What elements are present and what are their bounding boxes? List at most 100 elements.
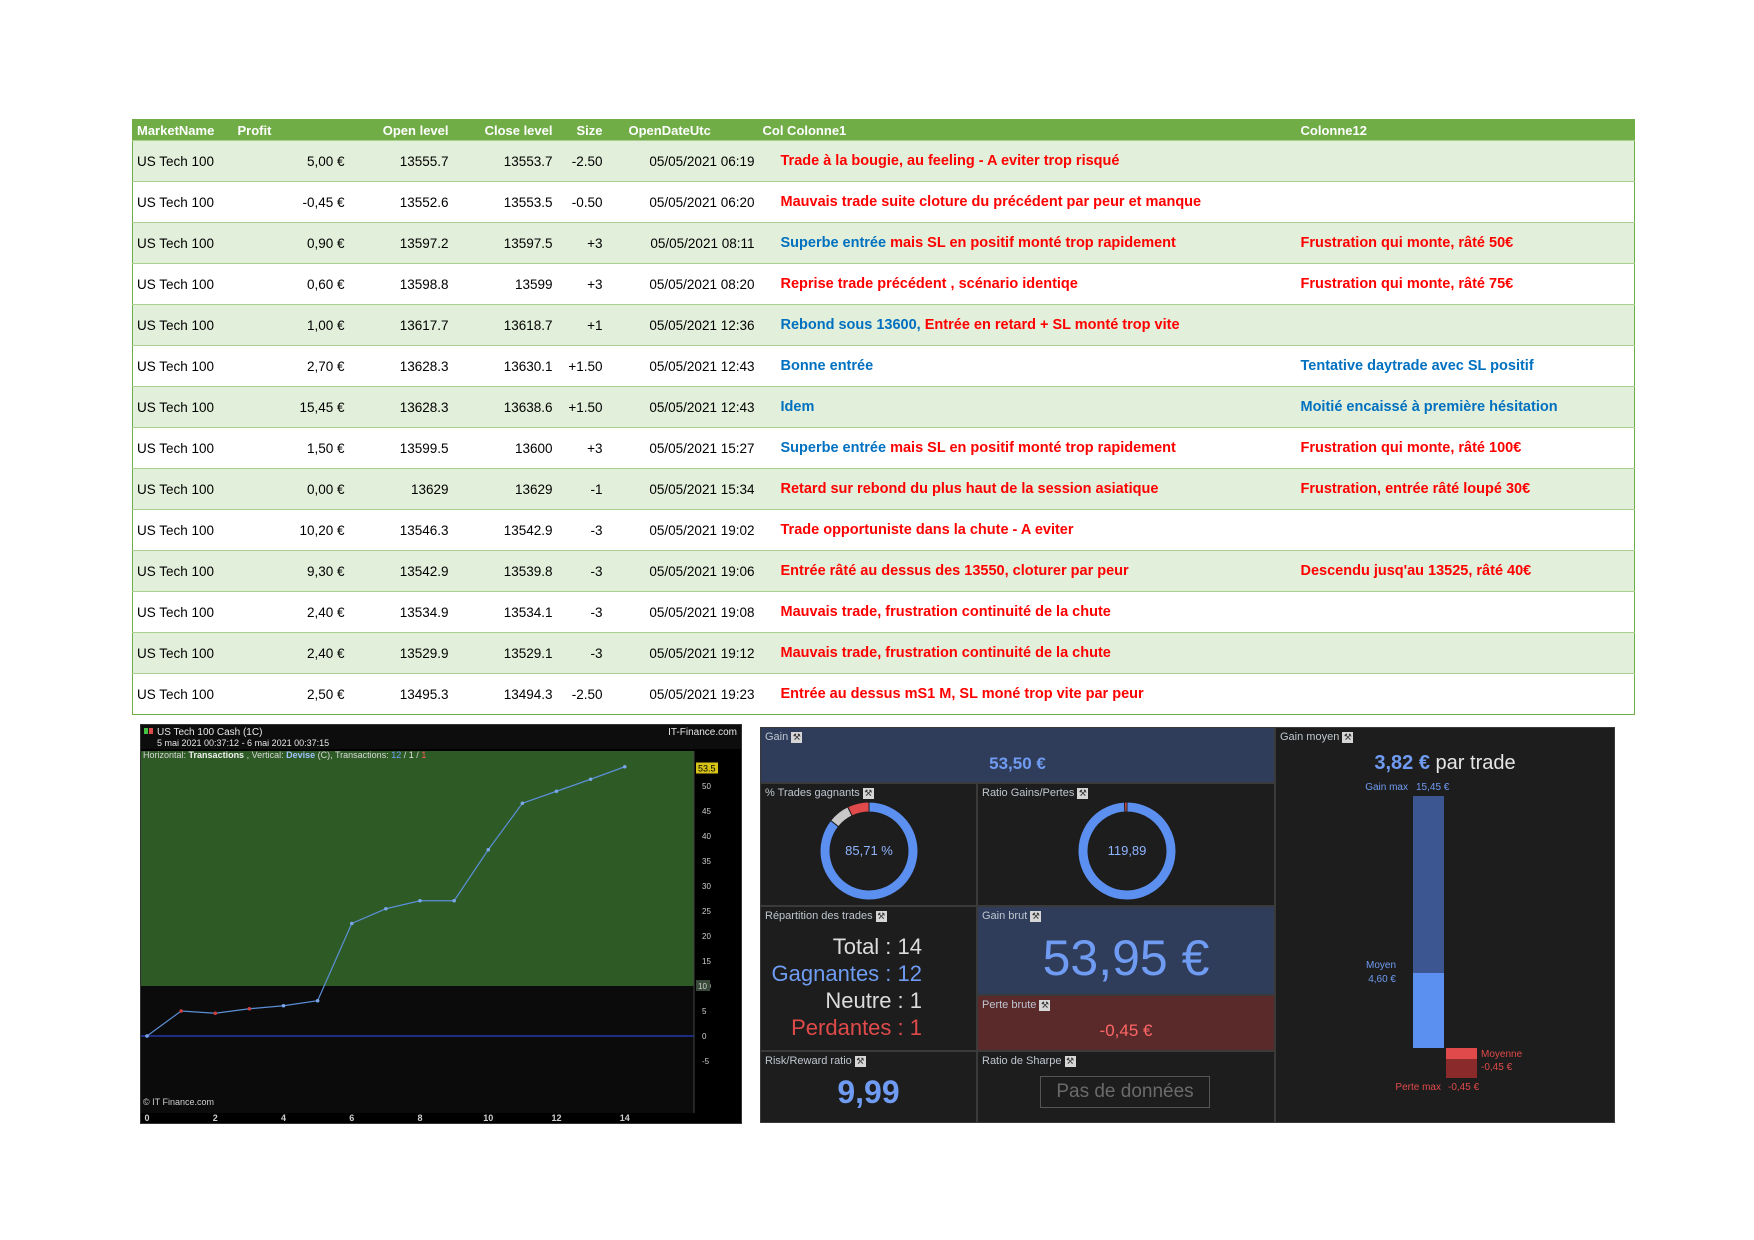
cell-colonne1[interactable]: Bonne entrée bbox=[758, 345, 1297, 387]
cell-market[interactable]: US Tech 100 bbox=[132, 386, 234, 428]
cell-colonne12[interactable] bbox=[1296, 140, 1635, 182]
cell-size[interactable]: -3 bbox=[556, 509, 617, 551]
cell-open-date[interactable]: 05/05/2021 15:27 bbox=[616, 427, 759, 469]
cell-colonne1[interactable]: Mauvais trade, frustration continuité de… bbox=[758, 632, 1297, 674]
cell-close-level[interactable]: 13534.1 bbox=[452, 591, 557, 633]
cell-close-level[interactable]: 13638.6 bbox=[452, 386, 557, 428]
cell-size[interactable]: -2.50 bbox=[556, 673, 617, 715]
cell-colonne12[interactable] bbox=[1296, 509, 1635, 551]
cell-close-level[interactable]: 13553.5 bbox=[452, 181, 557, 223]
cell-colonne12[interactable]: Frustration qui monte, râté 75€ bbox=[1296, 263, 1635, 305]
cell-open-date[interactable]: 05/05/2021 15:34 bbox=[616, 468, 759, 510]
cell-colonne1[interactable]: Entrée râté au dessus des 13550, cloture… bbox=[758, 550, 1297, 592]
cell-close-level[interactable]: 13600 bbox=[452, 427, 557, 469]
cell-market[interactable]: US Tech 100 bbox=[132, 673, 234, 715]
cell-colonne1[interactable]: Reprise trade précédent , scénario ident… bbox=[758, 263, 1297, 305]
cell-market[interactable]: US Tech 100 bbox=[132, 345, 234, 387]
table-row[interactable]: US Tech 100 -0,45 €13552.6 13553.5 -0.50 05/… bbox=[132, 181, 1635, 223]
cell-open-date[interactable]: 05/05/2021 08:11 bbox=[616, 222, 759, 264]
cell-open-level[interactable]: 13546.3 bbox=[348, 509, 453, 551]
cell-colonne12[interactable]: Frustration qui monte, râté 50€ bbox=[1296, 222, 1635, 264]
table-row[interactable]: US Tech 100 2,50 €13495.3 13494.3 -2.50 05/0… bbox=[132, 673, 1635, 715]
cell-size[interactable]: -0.50 bbox=[556, 181, 617, 223]
cell-size[interactable]: -3 bbox=[556, 550, 617, 592]
cell-size[interactable]: -3 bbox=[556, 591, 617, 633]
cell-profit[interactable]: 2,70 € bbox=[233, 345, 349, 387]
cell-colonne1[interactable]: Entrée au dessus mS1 M, SL moné trop vit… bbox=[758, 673, 1297, 715]
cell-open-level[interactable]: 13552.6 bbox=[348, 181, 453, 223]
table-row[interactable]: US Tech 100 2,70 €13628.3 13630.1 +1.50 05/0… bbox=[132, 345, 1635, 387]
wrench-icon[interactable]: ⚒ bbox=[854, 1055, 866, 1067]
tile-sharpe-header[interactable]: Ratio de Sharpe ⚒ bbox=[982, 1055, 1076, 1067]
tile-gain-brut-header[interactable]: Gain brut ⚒ bbox=[982, 910, 1042, 922]
cell-profit[interactable]: 10,20 € bbox=[233, 509, 349, 551]
table-row[interactable]: US Tech 100 1,50 €13599.5 13600 +3 05/05/202… bbox=[132, 427, 1635, 469]
cell-size[interactable]: +1.50 bbox=[556, 386, 617, 428]
table-row[interactable]: US Tech 100 15,45 €13628.3 13638.6 +1.50 05/… bbox=[132, 386, 1635, 428]
cell-profit[interactable]: 0,00 € bbox=[233, 468, 349, 510]
cell-open-level[interactable]: 13495.3 bbox=[348, 673, 453, 715]
cell-colonne1[interactable]: Mauvais trade suite cloture du précédent… bbox=[758, 181, 1297, 223]
wrench-icon[interactable]: ⚒ bbox=[1077, 787, 1089, 799]
cell-market[interactable]: US Tech 100 bbox=[132, 509, 234, 551]
cell-size[interactable]: -1 bbox=[556, 468, 617, 510]
cell-open-level[interactable]: 13542.9 bbox=[348, 550, 453, 592]
cell-market[interactable]: US Tech 100 bbox=[132, 468, 234, 510]
cell-profit[interactable]: 0,90 € bbox=[233, 222, 349, 264]
cell-open-level[interactable]: 13534.9 bbox=[348, 591, 453, 633]
cell-profit[interactable]: 2,50 € bbox=[233, 673, 349, 715]
cell-close-level[interactable]: 13494.3 bbox=[452, 673, 557, 715]
cell-colonne12[interactable] bbox=[1296, 181, 1635, 223]
cell-colonne12[interactable]: Moitié encaissé à première hésitation bbox=[1296, 386, 1635, 428]
cell-close-level[interactable]: 13597.5 bbox=[452, 222, 557, 264]
col-header-marketname[interactable]: MarketName bbox=[132, 119, 234, 141]
cell-colonne1[interactable]: Idem bbox=[758, 386, 1297, 428]
cell-colonne12[interactable]: Descendu jusq'au 13525, râté 40€ bbox=[1296, 550, 1635, 592]
tile-repartition-header[interactable]: Répartition des trades ⚒ bbox=[765, 910, 887, 922]
table-row[interactable]: US Tech 100 0,00 €13629 13629 -1 05/05/2021 … bbox=[132, 468, 1635, 510]
tile-gain-moyen-header[interactable]: Gain moyen ⚒ bbox=[1280, 731, 1354, 743]
cell-profit[interactable]: 1,50 € bbox=[233, 427, 349, 469]
cell-open-level[interactable]: 13529.9 bbox=[348, 632, 453, 674]
cell-close-level[interactable]: 13529.1 bbox=[452, 632, 557, 674]
cell-colonne12[interactable] bbox=[1296, 673, 1635, 715]
cell-open-level[interactable]: 13629 bbox=[348, 468, 453, 510]
cell-close-level[interactable]: 13542.9 bbox=[452, 509, 557, 551]
cell-colonne1[interactable]: Trade opportuniste dans la chute - A evi… bbox=[758, 509, 1297, 551]
cell-market[interactable]: US Tech 100 bbox=[132, 263, 234, 305]
cell-open-date[interactable]: 05/05/2021 12:43 bbox=[616, 386, 759, 428]
cell-close-level[interactable]: 13630.1 bbox=[452, 345, 557, 387]
cell-open-date[interactable]: 05/05/2021 19:06 bbox=[616, 550, 759, 592]
cell-close-level[interactable]: 13553.7 bbox=[452, 140, 557, 182]
wrench-icon[interactable]: ⚒ bbox=[791, 731, 803, 743]
wrench-icon[interactable]: ⚒ bbox=[1030, 910, 1042, 922]
cell-size[interactable]: +1.50 bbox=[556, 345, 617, 387]
wrench-icon[interactable]: ⚒ bbox=[862, 787, 874, 799]
col-header-size[interactable]: Size bbox=[556, 119, 617, 141]
wrench-icon[interactable]: ⚒ bbox=[875, 910, 887, 922]
tile-pct-header[interactable]: % Trades gagnants ⚒ bbox=[765, 787, 874, 799]
cell-colonne12[interactable] bbox=[1296, 591, 1635, 633]
cell-open-level[interactable]: 13617.7 bbox=[348, 304, 453, 346]
table-row[interactable]: US Tech 100 0,60 €13598.8 13599 +3 05/05/202… bbox=[132, 263, 1635, 305]
cell-size[interactable]: -3 bbox=[556, 632, 617, 674]
cell-size[interactable]: +3 bbox=[556, 222, 617, 264]
cell-market[interactable]: US Tech 100 bbox=[132, 591, 234, 633]
cell-profit[interactable]: 15,45 € bbox=[233, 386, 349, 428]
cell-size[interactable]: +3 bbox=[556, 263, 617, 305]
cell-size[interactable]: -2.50 bbox=[556, 140, 617, 182]
cell-open-date[interactable]: 05/05/2021 12:43 bbox=[616, 345, 759, 387]
cell-profit[interactable]: 0,60 € bbox=[233, 263, 349, 305]
cell-open-date[interactable]: 05/05/2021 19:02 bbox=[616, 509, 759, 551]
cell-colonne12[interactable]: Frustration, entrée râté loupé 30€ bbox=[1296, 468, 1635, 510]
table-row[interactable]: US Tech 100 2,40 €13534.9 13534.1 -3 05/05/2… bbox=[132, 591, 1635, 633]
cell-size[interactable]: +3 bbox=[556, 427, 617, 469]
cell-close-level[interactable]: 13539.8 bbox=[452, 550, 557, 592]
wrench-icon[interactable]: ⚒ bbox=[1342, 731, 1354, 743]
cell-open-date[interactable]: 05/05/2021 08:20 bbox=[616, 263, 759, 305]
tile-perte-brute-header[interactable]: Perte brute ⚒ bbox=[982, 999, 1051, 1011]
tile-gain-header[interactable]: Gain ⚒ bbox=[765, 731, 803, 743]
cell-market[interactable]: US Tech 100 bbox=[132, 550, 234, 592]
cell-close-level[interactable]: 13629 bbox=[452, 468, 557, 510]
cell-colonne1[interactable]: Superbe entrée mais SL en positif monté … bbox=[758, 427, 1297, 469]
